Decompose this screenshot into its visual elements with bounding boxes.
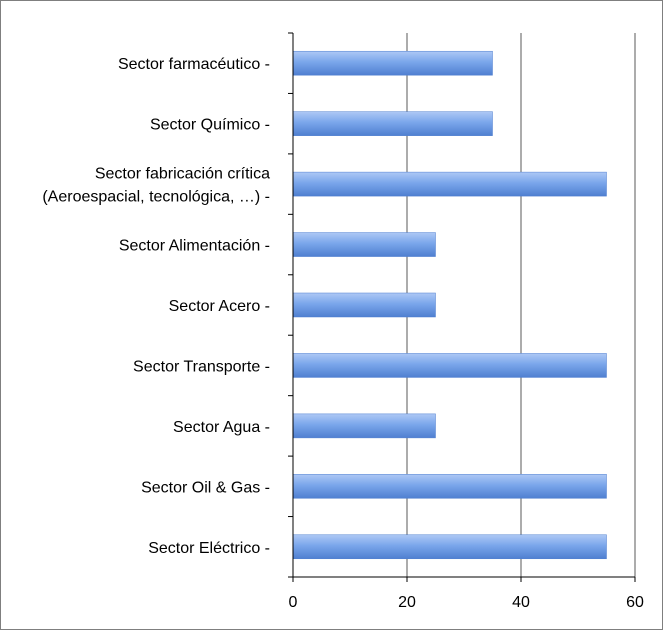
tick-labels: 0 20 40 60 Sector Eléctrico - Sector Oil & Ga… bbox=[42, 56, 644, 611]
y-tick-label-2: Sector Agua - bbox=[173, 419, 270, 436]
x-tick-label-60: 60 bbox=[626, 594, 644, 611]
y-tick-label-1: Sector Oil & Gas - bbox=[141, 479, 270, 496]
y-tick-label-3: Sector Transporte - bbox=[133, 358, 270, 375]
bar-5 bbox=[292, 232, 436, 257]
y-tick-label-0: Sector Eléctrico - bbox=[148, 540, 270, 557]
y-tick-label-6-line-0: Sector fabricación crítica bbox=[95, 166, 270, 183]
bar-7 bbox=[292, 111, 493, 136]
y-tick-label-4: Sector Acero - bbox=[169, 298, 270, 315]
bar-1 bbox=[292, 474, 607, 499]
x-tick-label-40: 40 bbox=[512, 594, 530, 611]
bar-8 bbox=[292, 50, 493, 76]
x-tick-label-0: 0 bbox=[289, 594, 298, 611]
x-tick-label-20: 20 bbox=[398, 594, 416, 611]
bar-0 bbox=[292, 534, 607, 560]
bar-4 bbox=[292, 292, 436, 318]
bars bbox=[292, 50, 607, 560]
y-tick-label-5: Sector Alimentación - bbox=[119, 238, 270, 255]
y-tick-label-6-line-1: (Aeroespacial, tecnológica, …) - bbox=[42, 189, 270, 206]
bar-2 bbox=[292, 413, 436, 439]
y-tick-label-8: Sector farmacéutico - bbox=[118, 56, 270, 73]
bar-3 bbox=[292, 353, 607, 378]
y-tick-label-7: Sector Químico - bbox=[150, 117, 270, 134]
axes bbox=[288, 32, 636, 582]
bar-6 bbox=[292, 171, 607, 197]
